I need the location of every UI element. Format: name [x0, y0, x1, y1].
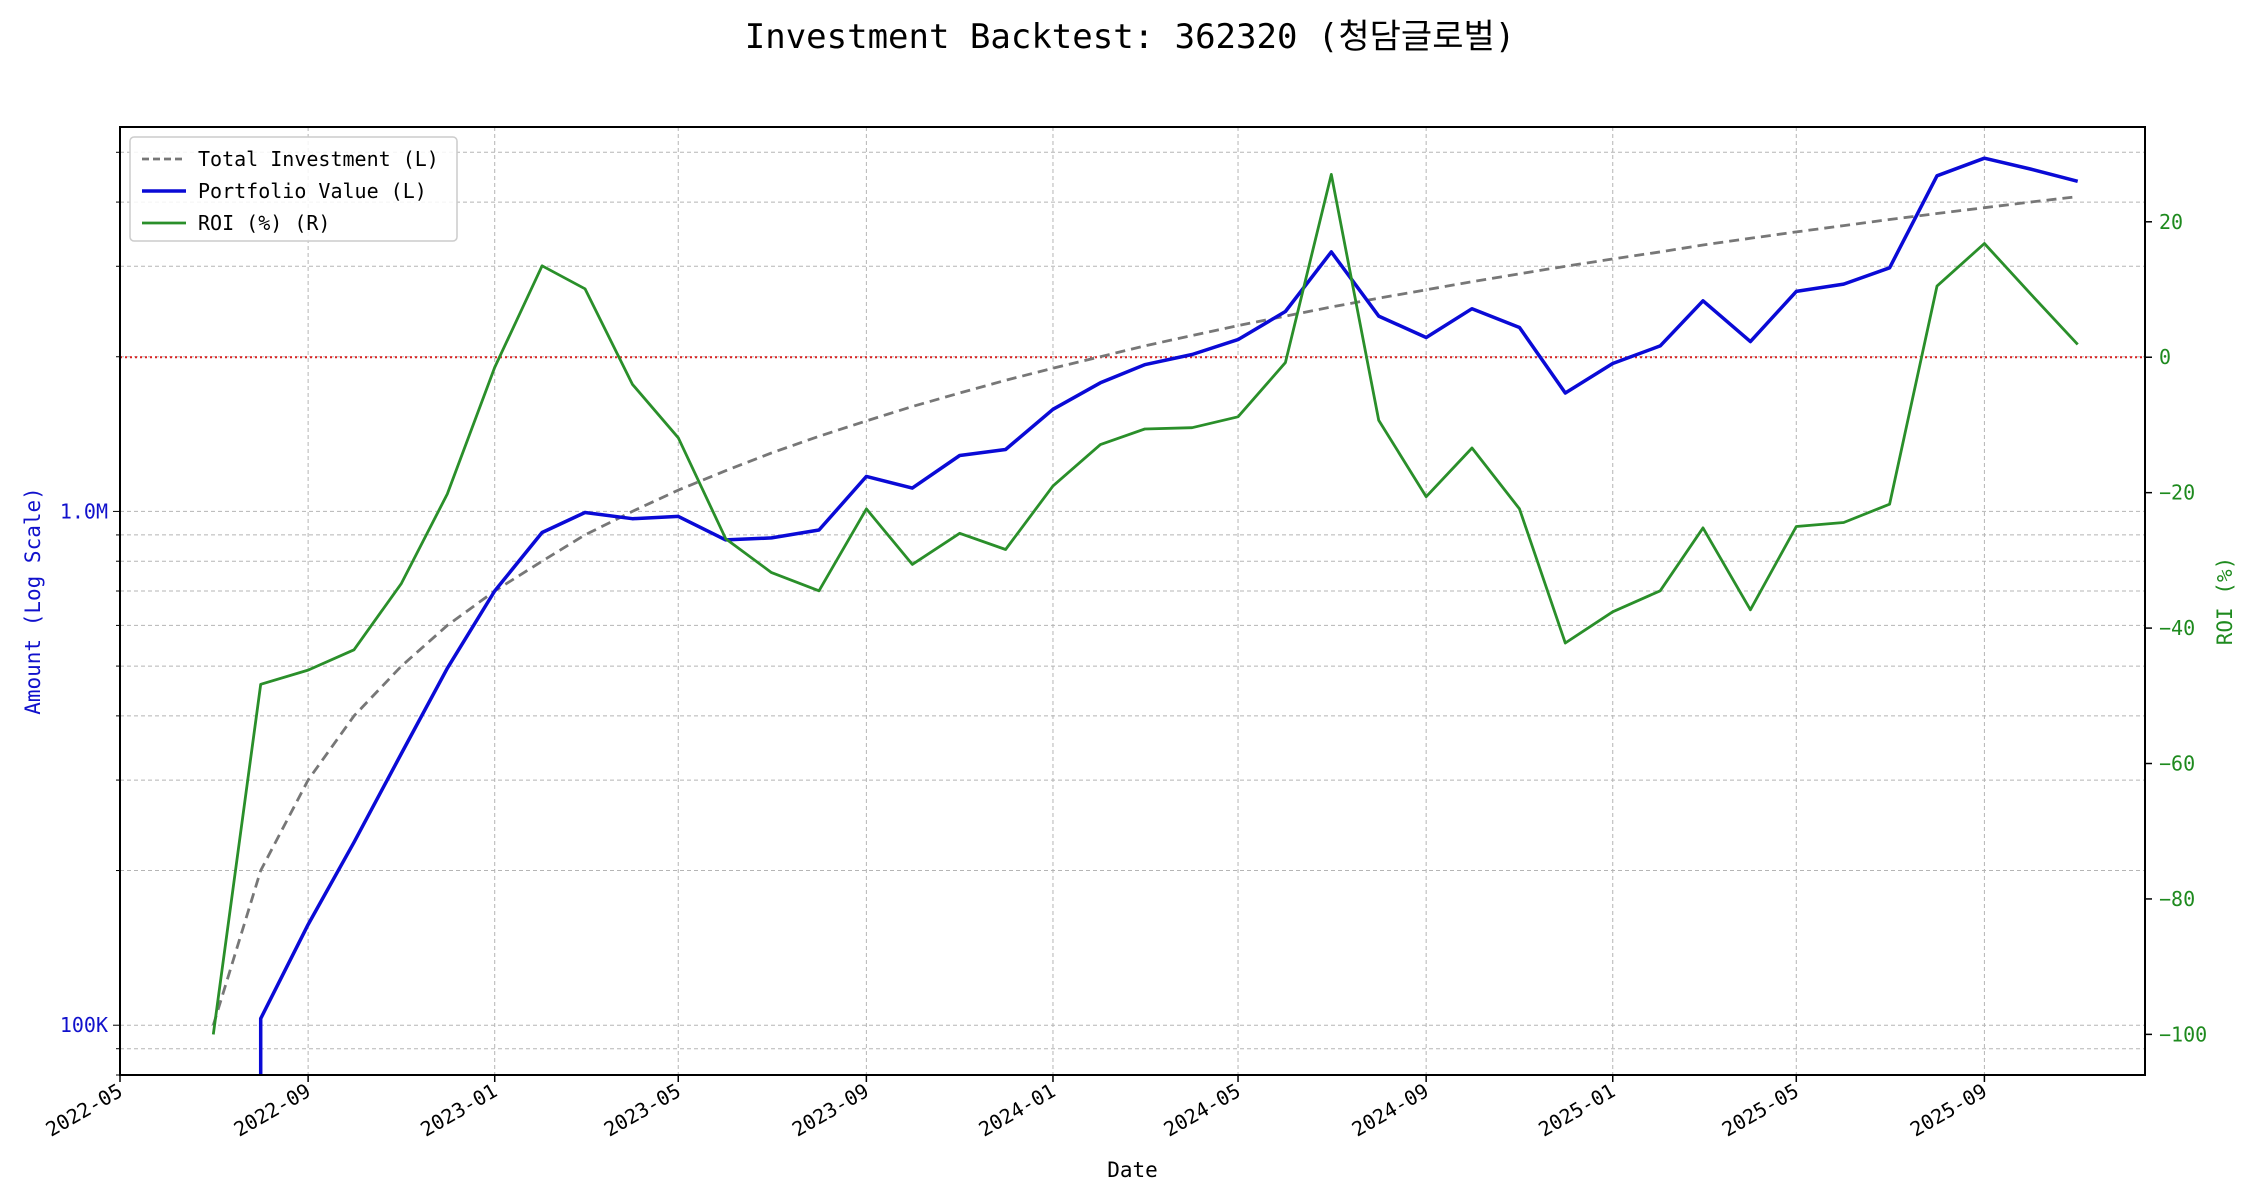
ticks: 2022-05 2022-09 2023-01 2023-05 2023-09 2024-…	[41, 151, 2207, 1142]
chart-title: Investment Backtest: 362320 (청담글로벌)	[745, 17, 1516, 57]
x-tick-label: 2022-05	[41, 1079, 126, 1142]
legend-box	[129, 136, 458, 242]
y-left-tick-label: 100K	[60, 1013, 108, 1037]
x-tick-label: 2022-09	[230, 1079, 315, 1142]
y-right-tick-label: −100	[2159, 1022, 2207, 1046]
x-tick-label: 2023-05	[600, 1079, 685, 1142]
y-right-tick-label: −40	[2159, 616, 2195, 640]
x-tick-label: 2025-01	[1534, 1079, 1619, 1142]
x-tick-label: 2023-01	[416, 1079, 501, 1142]
y-axis-right-label: ROI (%)	[2213, 557, 2237, 646]
series-roi-r	[211, 172, 2079, 1035]
x-tick-label: 2025-05	[1718, 1079, 1803, 1142]
series-portfolio-value-l	[258, 156, 2079, 1075]
plot-frame	[119, 126, 2146, 1076]
series-layer	[211, 156, 2079, 1075]
y-left-tick-label: 1.0M	[60, 499, 108, 523]
y-right-tick-label: 0	[2159, 345, 2171, 369]
legend-label-total-investment-l: Total Investment (L)	[198, 147, 439, 171]
x-tick-label: 2024-05	[1160, 1079, 1245, 1142]
x-tick-label: 2024-01	[974, 1079, 1059, 1142]
x-tick-label: 2023-09	[788, 1079, 873, 1142]
y-right-tick-label: 20	[2159, 210, 2183, 234]
series-total-investment-l	[211, 195, 2078, 1026]
legend-label-roi-r: ROI (%) (R)	[198, 211, 330, 235]
legend-label-portfolio-value-l: Portfolio Value (L)	[198, 179, 427, 203]
legend: Total Investment (L) Portfolio Value (L) R…	[129, 136, 458, 242]
y-right-tick-label: −80	[2159, 887, 2195, 911]
x-tick-label: 2024-09	[1348, 1079, 1433, 1142]
x-axis-label: Date	[1107, 1158, 1158, 1182]
grid	[119, 127, 2145, 1076]
x-tick-label: 2025-09	[1906, 1079, 1991, 1142]
y-right-tick-label: −60	[2159, 752, 2195, 776]
y-right-tick-label: −20	[2159, 481, 2195, 505]
y-axis-left-label: Amount (Log Scale)	[21, 487, 45, 715]
